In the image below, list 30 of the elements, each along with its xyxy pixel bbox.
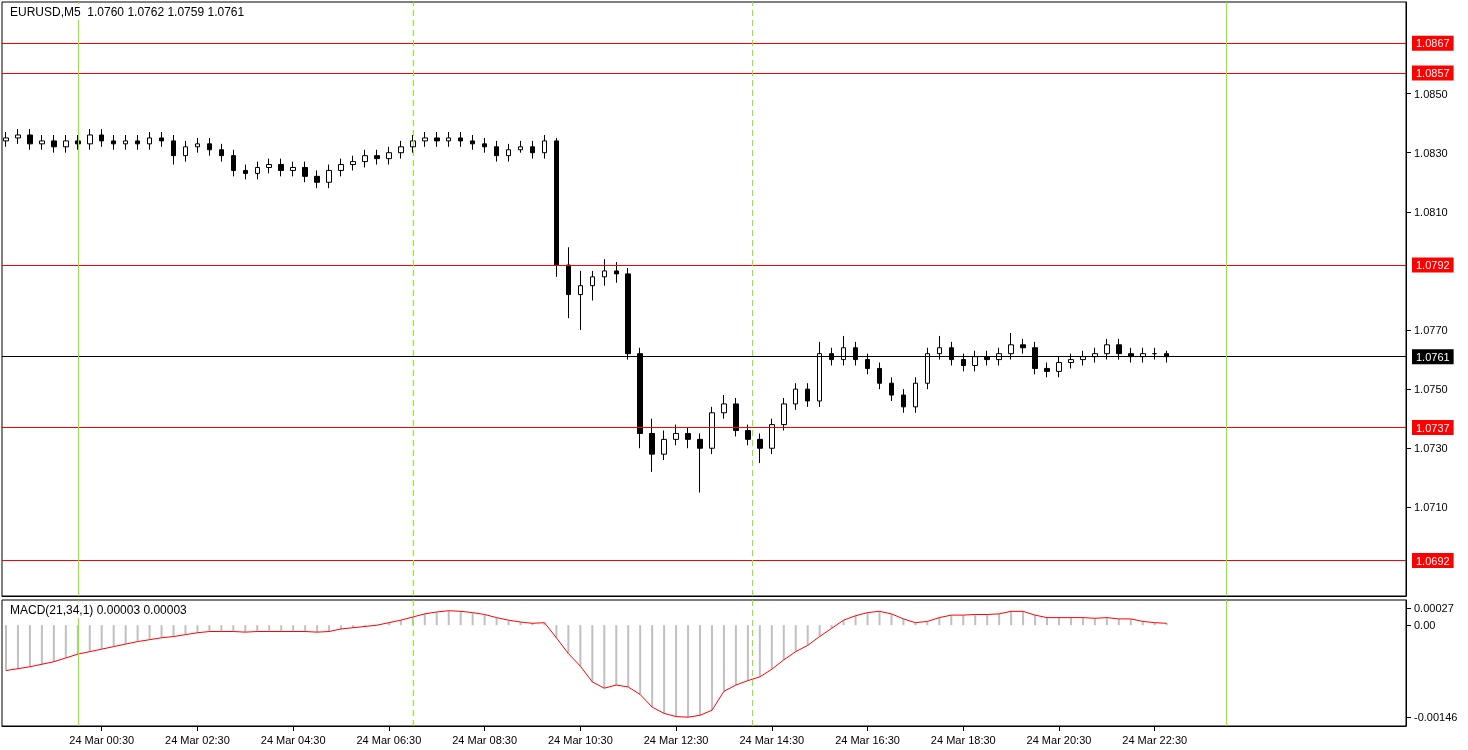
y-tick-label: 1.0830 xyxy=(1414,146,1448,159)
y-tick-label: 0.00027 xyxy=(1414,602,1454,615)
x-tick-label: 24 Mar 16:30 xyxy=(835,733,900,746)
y-tick-label: 1.0850 xyxy=(1414,87,1448,100)
y-tick-label: 1.0750 xyxy=(1414,383,1448,396)
chart-title: MACD(21,34,1) 0.00003 0.00003 xyxy=(10,603,188,617)
x-tick-label: 24 Mar 00:30 xyxy=(69,733,135,746)
x-tick-label: 24 Mar 04:30 xyxy=(260,733,326,746)
x-tick-label: 24 Mar 10:30 xyxy=(547,733,613,746)
x-tick-label: 24 Mar 20:30 xyxy=(1026,733,1092,746)
y-tick-label: 1.0810 xyxy=(1414,205,1448,218)
y-tick-label: -0.00146 xyxy=(1414,711,1458,724)
y-tick-label: 1.0730 xyxy=(1414,442,1448,455)
ref-line-label: 1.0867 xyxy=(1416,37,1450,50)
y-tick-label: 1.0710 xyxy=(1414,501,1448,514)
ref-line-label: 1.0792 xyxy=(1416,259,1450,272)
y-tick-label: 1.0770 xyxy=(1414,324,1448,337)
y-tick-label: 0.00 xyxy=(1414,619,1436,632)
x-tick-label: 24 Mar 08:30 xyxy=(452,733,518,746)
x-tick-label: 24 Mar 14:30 xyxy=(739,733,805,746)
x-tick-label: 24 Mar 12:30 xyxy=(643,733,709,746)
ref-line-label: 1.0692 xyxy=(1416,554,1450,567)
x-tick-label: 24 Mar 22:30 xyxy=(1122,733,1188,746)
chart-title: EURUSD,M5 1.0760 1.0762 1.0759 1.0761 xyxy=(10,5,245,19)
x-tick-label: 24 Mar 18:30 xyxy=(930,733,996,746)
x-tick-label: 24 Mar 06:30 xyxy=(356,733,422,746)
ref-line-label: 1.0761 xyxy=(1416,350,1450,363)
ref-line-label: 1.0737 xyxy=(1416,421,1450,434)
x-tick-label: 24 Mar 02:30 xyxy=(165,733,230,746)
ref-line-label: 1.0857 xyxy=(1416,66,1450,79)
